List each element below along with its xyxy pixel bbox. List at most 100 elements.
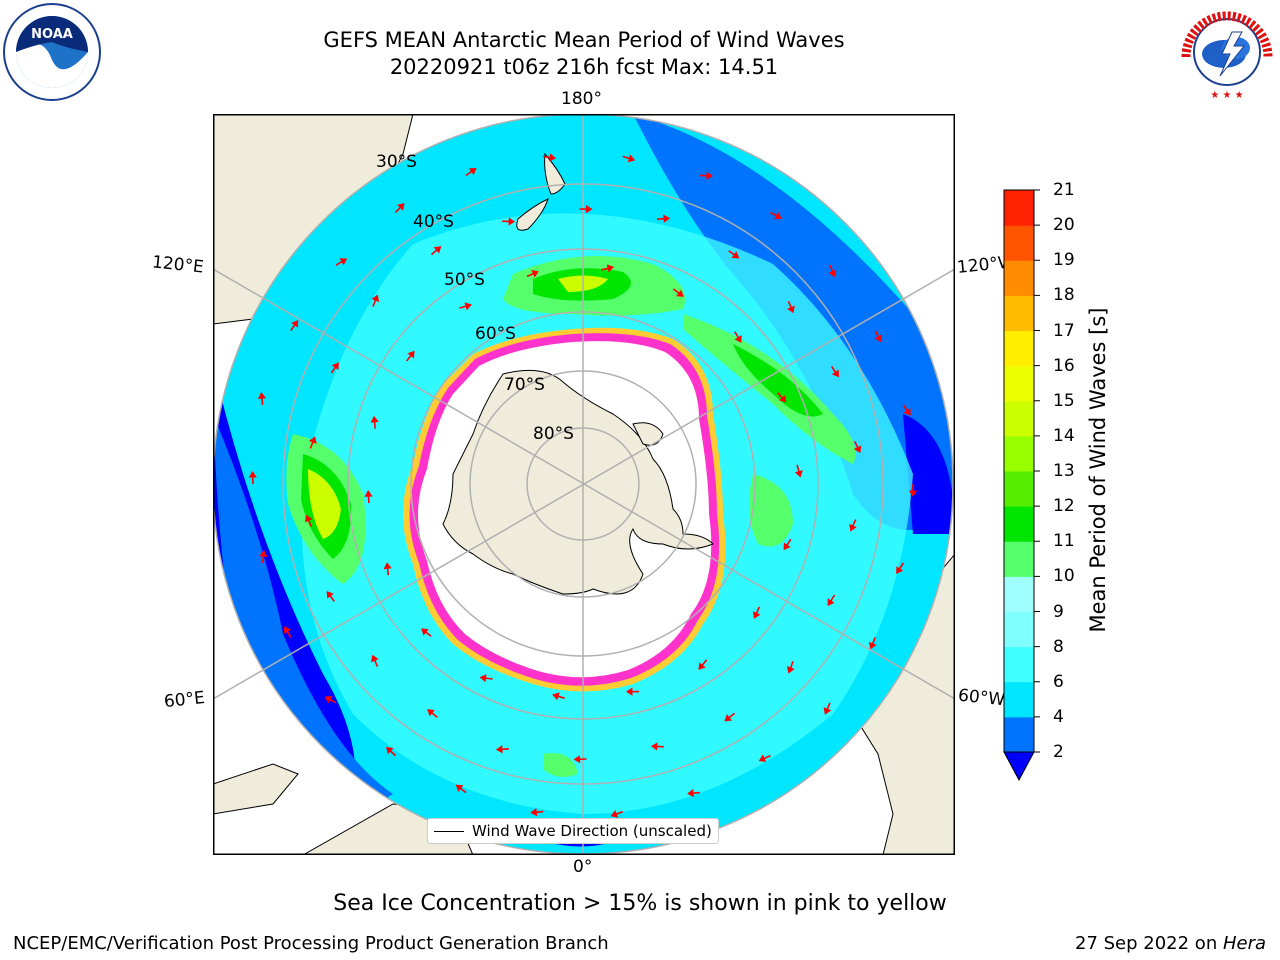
wind-arrow-head (326, 591, 334, 599)
colorbar-segment (1004, 260, 1034, 296)
wind-arrow-head (291, 320, 299, 328)
wind-arrow-head (573, 755, 581, 764)
colorbar-tick-label: 4 (1053, 706, 1064, 727)
colorbar-segment (1004, 506, 1034, 542)
svg-text:★ ★ ★: ★ ★ ★ (1210, 90, 1243, 101)
colorbar-tick-label: 17 (1053, 320, 1075, 341)
colorbar-segment (1004, 646, 1034, 683)
wind-arrow-head (421, 628, 429, 636)
madagascar-land (213, 763, 299, 815)
wind-arrow-head (339, 258, 348, 266)
wind-arrow-head (868, 641, 877, 650)
colorbar-tick-label: 8 (1053, 636, 1064, 657)
wind-arrow-head (626, 687, 633, 696)
wind-arrow-head (849, 523, 857, 532)
legend-label: Wind Wave Direction (unscaled) (472, 822, 712, 840)
latitude-label-60s: 60°S (475, 324, 516, 344)
wind-arrow-head (464, 302, 472, 311)
wind-arrow-head (774, 211, 782, 220)
wind-arrow-head (371, 654, 379, 663)
wind-arrow-head (787, 305, 795, 314)
colorbar-tick-label: 18 (1053, 285, 1075, 306)
wind-arrow-head (903, 408, 911, 416)
colorbar-tick-label: 20 (1053, 215, 1075, 236)
colorbar-segment (1004, 190, 1034, 226)
wind-arrow-head (407, 350, 415, 359)
colorbar-tick-label: 15 (1053, 390, 1075, 411)
wind-arrow-head (783, 542, 791, 551)
wind-arrow-head (508, 217, 516, 226)
sea-ice-caption: Sea Ice Concentration > 15% is shown in … (333, 891, 947, 916)
colorbar-segment (1004, 541, 1034, 577)
wind-arrow-head (606, 264, 615, 273)
wind-arrow-head (734, 335, 742, 343)
wind-arrow-head (248, 471, 257, 478)
colorbar-label: Mean Period of Wind Waves [s] (1086, 307, 1110, 633)
wind-arrow-head (687, 788, 694, 798)
colorbar-tick-label: 2 (1053, 742, 1064, 762)
wind-arrow-head (530, 808, 538, 817)
wind-arrow-head (908, 490, 918, 497)
colorbar-segment (1004, 400, 1034, 437)
wind-arrow-head (778, 395, 787, 403)
latitude-label-30s: 30°S (376, 152, 417, 172)
colorbar-tick-labels: 2 4 6 8 9 10 11 12 13 14 15 16 17 18 19 20 21 (1053, 180, 1093, 770)
colorbar-segment (1004, 295, 1034, 331)
noaa-logo: NOAA (2, 2, 102, 102)
colorbar-tick-label: 16 (1053, 355, 1075, 376)
wind-arrow-head (752, 611, 761, 619)
footer-host: Hera (1222, 933, 1266, 954)
wind-arrow-head (324, 696, 333, 704)
longitude-label-60e: 60°E (163, 687, 206, 713)
colorbar-tick-label: 11 (1053, 531, 1075, 552)
colorbar-segment (1004, 471, 1034, 507)
wind-arrow-head (828, 269, 837, 278)
longitude-label-0: 0° (573, 857, 593, 877)
wind-arrow-head (827, 598, 835, 606)
colorbar-extend-triangle (1003, 751, 1035, 782)
wind-arrow-head (896, 566, 904, 574)
colorbar-tick-label: 10 (1053, 566, 1075, 587)
wind-arrow-head (308, 436, 317, 444)
wind-arrow-head (495, 745, 503, 754)
wind-arrow-head (364, 490, 373, 497)
colorbar-segment (1004, 611, 1034, 648)
colorbar-segment (1004, 681, 1034, 718)
wind-arrow-head (455, 784, 464, 792)
wind-arrow-head (650, 742, 658, 751)
wind-arrow-head (706, 171, 713, 180)
colorbar-tick-label: 14 (1053, 425, 1075, 446)
colorbar-segment (1004, 716, 1034, 753)
latitude-label-50s: 50°S (444, 270, 485, 290)
wind-arrow-head (257, 392, 267, 399)
wind-arrow-head (427, 709, 435, 717)
wind-arrow-head (259, 550, 268, 557)
wind-direction-arrows (248, 153, 918, 818)
colorbar-tick-label: 12 (1053, 496, 1075, 517)
footer-date-text: 27 Sep 2022 on (1075, 933, 1223, 954)
colorbar-tick-label: 21 (1053, 180, 1075, 200)
colorbar-segment (1004, 225, 1034, 261)
national-weather-service-logo: ★ ★ ★ (1176, 2, 1278, 102)
map-legend: Wind Wave Direction (unscaled) (427, 818, 719, 844)
noaa-logo-text: NOAA (31, 27, 73, 42)
wind-arrow-head (698, 662, 706, 670)
wind-arrow-head (468, 167, 477, 176)
wind-arrow-head (794, 470, 803, 478)
wind-arrow-head (676, 289, 684, 297)
wind-arrow-head (585, 204, 593, 214)
longitude-label-120e: 120°E (151, 252, 205, 278)
wind-arrow-head (383, 562, 392, 570)
wind-arrow-head (724, 714, 732, 722)
wind-arrow-head (479, 674, 487, 683)
colorbar-tick-label: 19 (1053, 250, 1075, 271)
wind-arrow-head (663, 214, 671, 223)
footer-organization: NCEP/EMC/Verification Post Processing Pr… (13, 933, 609, 954)
wind-arrow-head (610, 810, 619, 818)
antarctica-land (442, 369, 714, 595)
wind-arrow-head (853, 445, 862, 454)
wind-arrow-head (786, 666, 795, 674)
wind-arrow-head (370, 415, 379, 423)
latitude-label-70s: 70°S (504, 375, 545, 395)
wind-arrow-head (371, 294, 380, 303)
